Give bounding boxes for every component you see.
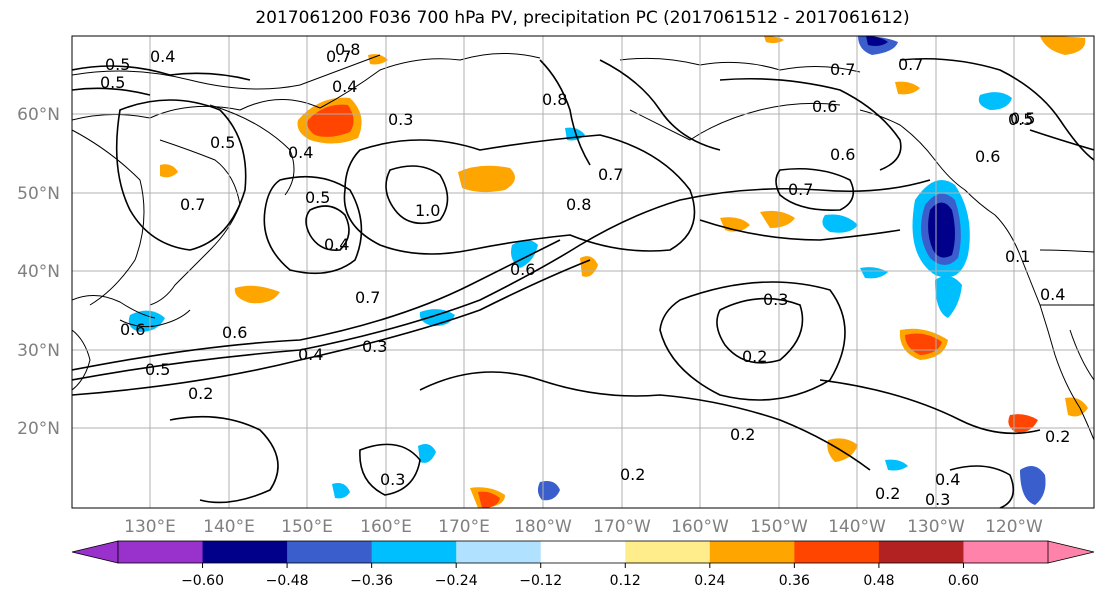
contour-label: 0.3 [362, 337, 387, 356]
colorbar-extend-left [71, 540, 119, 564]
map-frame [71, 35, 1095, 509]
contour-label: 0.7 [830, 60, 855, 79]
graticule [72, 36, 1094, 508]
contour-label: 0.4 [288, 143, 313, 162]
contour-label: 0.1 [1005, 247, 1030, 266]
contour-label: 0.4 [935, 470, 960, 489]
colorbar-segment [963, 541, 1049, 563]
contour-label: 0.5 [105, 55, 130, 74]
contour-label: 0.8 [335, 40, 360, 59]
contour-label: 0.6 [975, 147, 1000, 166]
lon-label: 180°W [514, 517, 572, 537]
contour-label: 0.4 [1040, 285, 1065, 304]
colorbar: −0.60 −0.48 −0.36 −0.24 −0.12 0.12 0.24 0.36 0.4… [71, 540, 1095, 589]
contour-label: 0.4 [298, 345, 323, 364]
contour-label: 0.7 [180, 195, 205, 214]
colorbar-segment [878, 541, 964, 563]
contour-label: 0.5 [210, 133, 235, 152]
contour-label: 0.5 [145, 360, 170, 379]
colorbar-tick-label: 0.60 [948, 573, 979, 589]
contour-label: 0.8 [542, 90, 567, 109]
precip-negative-shading [128, 36, 1046, 505]
contour-label: 0.8 [566, 195, 591, 214]
colorbar-segment [794, 541, 880, 563]
coastlines [72, 53, 1094, 441]
colorbar-tick-label: 0.36 [779, 573, 810, 589]
contour-label: 0.3 [388, 110, 413, 129]
contour-label: 0.7 [598, 165, 623, 184]
contour-label: 0.6 [120, 320, 145, 339]
contour-label: 0.5 [305, 188, 330, 207]
longitude-labels: 130°E 140°E 150°E 160°E 170°E 180°W 170°… [124, 517, 1043, 537]
precip-positive-shading [160, 36, 1088, 508]
contour-label: 0.6 [222, 323, 247, 342]
contour-label: 0.7 [355, 288, 380, 307]
lon-label: 140°W [828, 517, 886, 537]
colorbar-tick-label: −0.48 [266, 573, 309, 589]
contour-label: 0.3 [925, 490, 950, 509]
lon-label: 120°W [985, 517, 1043, 537]
lat-label: 20°N [17, 419, 60, 439]
colorbar-tick-label: −0.60 [181, 573, 224, 589]
contour-label: 0.5 [1008, 110, 1033, 129]
contour-label: 0.7 [326, 47, 351, 66]
contour-label: 0.4 [324, 235, 349, 254]
contour-label: 0.6 [812, 97, 837, 116]
colorbar-tick-label: −0.12 [519, 573, 562, 589]
lat-label: 60°N [17, 105, 60, 125]
lon-label: 150°E [281, 517, 333, 537]
colorbar-segment [202, 541, 288, 563]
contour-label: 0.2 [1045, 427, 1070, 446]
contour-label: 1.0 [415, 201, 440, 220]
colorbar-segment [625, 541, 711, 563]
pv-contours [72, 57, 1094, 508]
lon-label: 160°W [671, 517, 729, 537]
colorbar-tick-label: 0.48 [863, 573, 894, 589]
lon-label: 160°E [360, 517, 412, 537]
colorbar-tick-label: −0.24 [435, 573, 478, 589]
contour-label: 0.7 [788, 180, 813, 199]
colorbar-tick-label: 0.12 [610, 573, 641, 589]
colorbar-segment [540, 541, 626, 563]
contour-label: 0.6 [510, 260, 535, 279]
contour-label: 0.7 [898, 55, 923, 74]
colorbar-segment [709, 541, 795, 563]
contour-label: 0.2 [730, 425, 755, 444]
contour-label: 0.3 [763, 290, 788, 309]
colorbar-tick-label: −0.36 [350, 573, 393, 589]
contour-label: 0.5 [100, 73, 125, 92]
colorbar-extend-right [1047, 540, 1095, 564]
contour-label: 0.6 [830, 145, 855, 164]
colorbar-tick-label: 0.24 [694, 573, 725, 589]
pv-contours-thin [72, 54, 381, 306]
lon-label: 170°W [593, 517, 651, 537]
latitude-labels: 60°N 50°N 40°N 30°N 20°N [17, 105, 60, 439]
contour-label: 0.4 [332, 77, 357, 96]
lat-label: 30°N [17, 341, 60, 361]
colorbar-segment [456, 541, 542, 563]
contour-label: 0.3 [380, 470, 405, 489]
contour-label: 0.2 [188, 384, 213, 403]
lon-label: 130°W [907, 517, 965, 537]
colorbar-outline [117, 540, 1049, 564]
colorbar-segment [371, 541, 457, 563]
contour-labels: 0.8 0.7 0.4 0.4 0.5 0.7 0.6 0.3 0.5 0.4 … [100, 40, 1070, 509]
lat-label: 40°N [17, 262, 60, 282]
contour-label: 0.2 [620, 465, 645, 484]
lon-label: 140°E [203, 517, 255, 537]
lat-label: 50°N [17, 184, 60, 204]
contour-label: 0.4 [150, 47, 175, 66]
map-title: 2017061200 F036 700 hPa PV, precipitatio… [255, 8, 910, 28]
contour-label: 0.5 [1010, 109, 1035, 128]
colorbar-segment [118, 541, 204, 563]
contour-label: 0.2 [875, 484, 900, 503]
contour-label: 0.2 [742, 347, 767, 366]
lon-label: 130°E [124, 517, 176, 537]
colorbar-segment [287, 541, 373, 563]
lon-label: 170°E [438, 517, 490, 537]
lon-label: 150°W [750, 517, 808, 537]
